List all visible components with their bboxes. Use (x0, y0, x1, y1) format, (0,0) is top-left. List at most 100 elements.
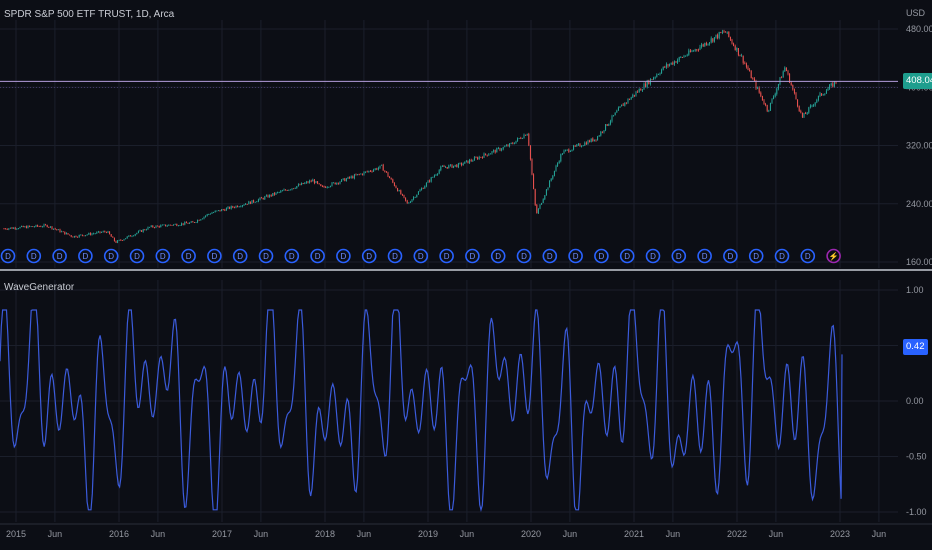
candle-body (809, 105, 811, 108)
candle-body (342, 178, 344, 180)
candle-body (387, 172, 389, 177)
candle-body (518, 138, 520, 139)
candle-body (761, 95, 763, 101)
candle-body (595, 139, 597, 141)
candle-body (464, 161, 466, 164)
candle-body (262, 197, 264, 200)
candle-body (131, 235, 133, 237)
candle-body (136, 232, 138, 235)
dividend-glyph: D (624, 252, 630, 261)
dividend-glyph: D (573, 252, 579, 261)
candle-body (273, 193, 275, 195)
candle-body (821, 93, 823, 96)
candle-body (651, 79, 653, 80)
candle-body (229, 206, 231, 209)
candle-body (259, 197, 261, 200)
candle-body (777, 83, 779, 89)
candle-body (80, 234, 82, 236)
candle-body (702, 44, 704, 46)
dividend-marker-icon (26, 248, 42, 264)
candle-body (555, 165, 557, 171)
candle-body (677, 60, 679, 63)
candle-body (267, 195, 269, 198)
candle-body (782, 71, 784, 78)
candle-body (606, 124, 608, 126)
candle-body (641, 89, 643, 91)
candle-body (326, 187, 328, 188)
candle-body (707, 43, 709, 46)
candle-body (54, 228, 56, 230)
candle-body (616, 110, 618, 113)
candle-body (25, 226, 27, 229)
candle-body (403, 194, 405, 198)
candle-body (494, 150, 496, 153)
dividend-glyph: D (470, 252, 476, 261)
candle-body (833, 81, 835, 87)
candle-body (374, 168, 376, 170)
dividend-marker-icon (748, 248, 764, 264)
candle-body (569, 151, 571, 152)
candle-body (369, 170, 371, 172)
candle-body (827, 88, 829, 91)
candle-body (243, 204, 245, 206)
candle-body (227, 206, 229, 209)
candle-body (81, 234, 83, 236)
candle-body (102, 231, 104, 233)
candle-body (745, 63, 747, 67)
candle-body (721, 31, 723, 33)
candle-body (104, 231, 106, 233)
candle-body (57, 229, 59, 231)
candle-body (645, 83, 647, 87)
candle-body (110, 234, 112, 237)
candle-body (278, 192, 280, 193)
wave-axis-tick: -0.50 (906, 452, 927, 462)
candle-body (248, 201, 250, 205)
candle-body (179, 225, 181, 226)
candle-body (41, 226, 43, 228)
candle-body (357, 174, 359, 175)
candle-body (617, 107, 619, 111)
candle-body (6, 229, 8, 230)
symbol-title: SPDR S&P 500 ETF TRUST, 1D, Arca (4, 9, 175, 20)
indicator-title: WaveGenerator (4, 282, 75, 293)
candle-body (584, 142, 586, 146)
dividend-glyph: D (676, 252, 682, 261)
dividend-glyph: D (160, 252, 166, 261)
candle-body (344, 178, 346, 182)
candle-body (349, 176, 351, 178)
candle-body (752, 78, 754, 79)
candle-body (549, 180, 551, 188)
candle-body (125, 238, 127, 240)
candle-body (139, 230, 141, 232)
candle-body (675, 61, 677, 63)
candle-body (253, 200, 255, 203)
candle-body (126, 236, 128, 239)
candle-body (619, 106, 621, 108)
candle-body (648, 80, 650, 85)
wave-axis-tick: -1.00 (906, 507, 927, 517)
dividend-glyph: D (547, 252, 553, 261)
candle-body (758, 87, 760, 93)
candle-body (728, 31, 730, 37)
candle-body (86, 234, 88, 236)
candle-body (176, 224, 178, 226)
candle-body (507, 145, 509, 147)
candle-body (689, 50, 691, 52)
candle-body (91, 233, 93, 235)
candle-body (8, 228, 10, 230)
dividend-marker-icon (542, 248, 558, 264)
candle-body (585, 142, 587, 145)
candle-body (766, 105, 768, 111)
candle-body (441, 166, 443, 167)
candle-body (302, 183, 304, 184)
wave-axis-tick: 0.00 (906, 396, 924, 406)
candle-body (489, 153, 491, 155)
candle-body (99, 231, 101, 233)
candle-body (699, 46, 701, 50)
candle-body (774, 93, 776, 97)
candle-body (224, 209, 226, 211)
candle-body (432, 176, 434, 178)
candle-body (517, 138, 519, 141)
